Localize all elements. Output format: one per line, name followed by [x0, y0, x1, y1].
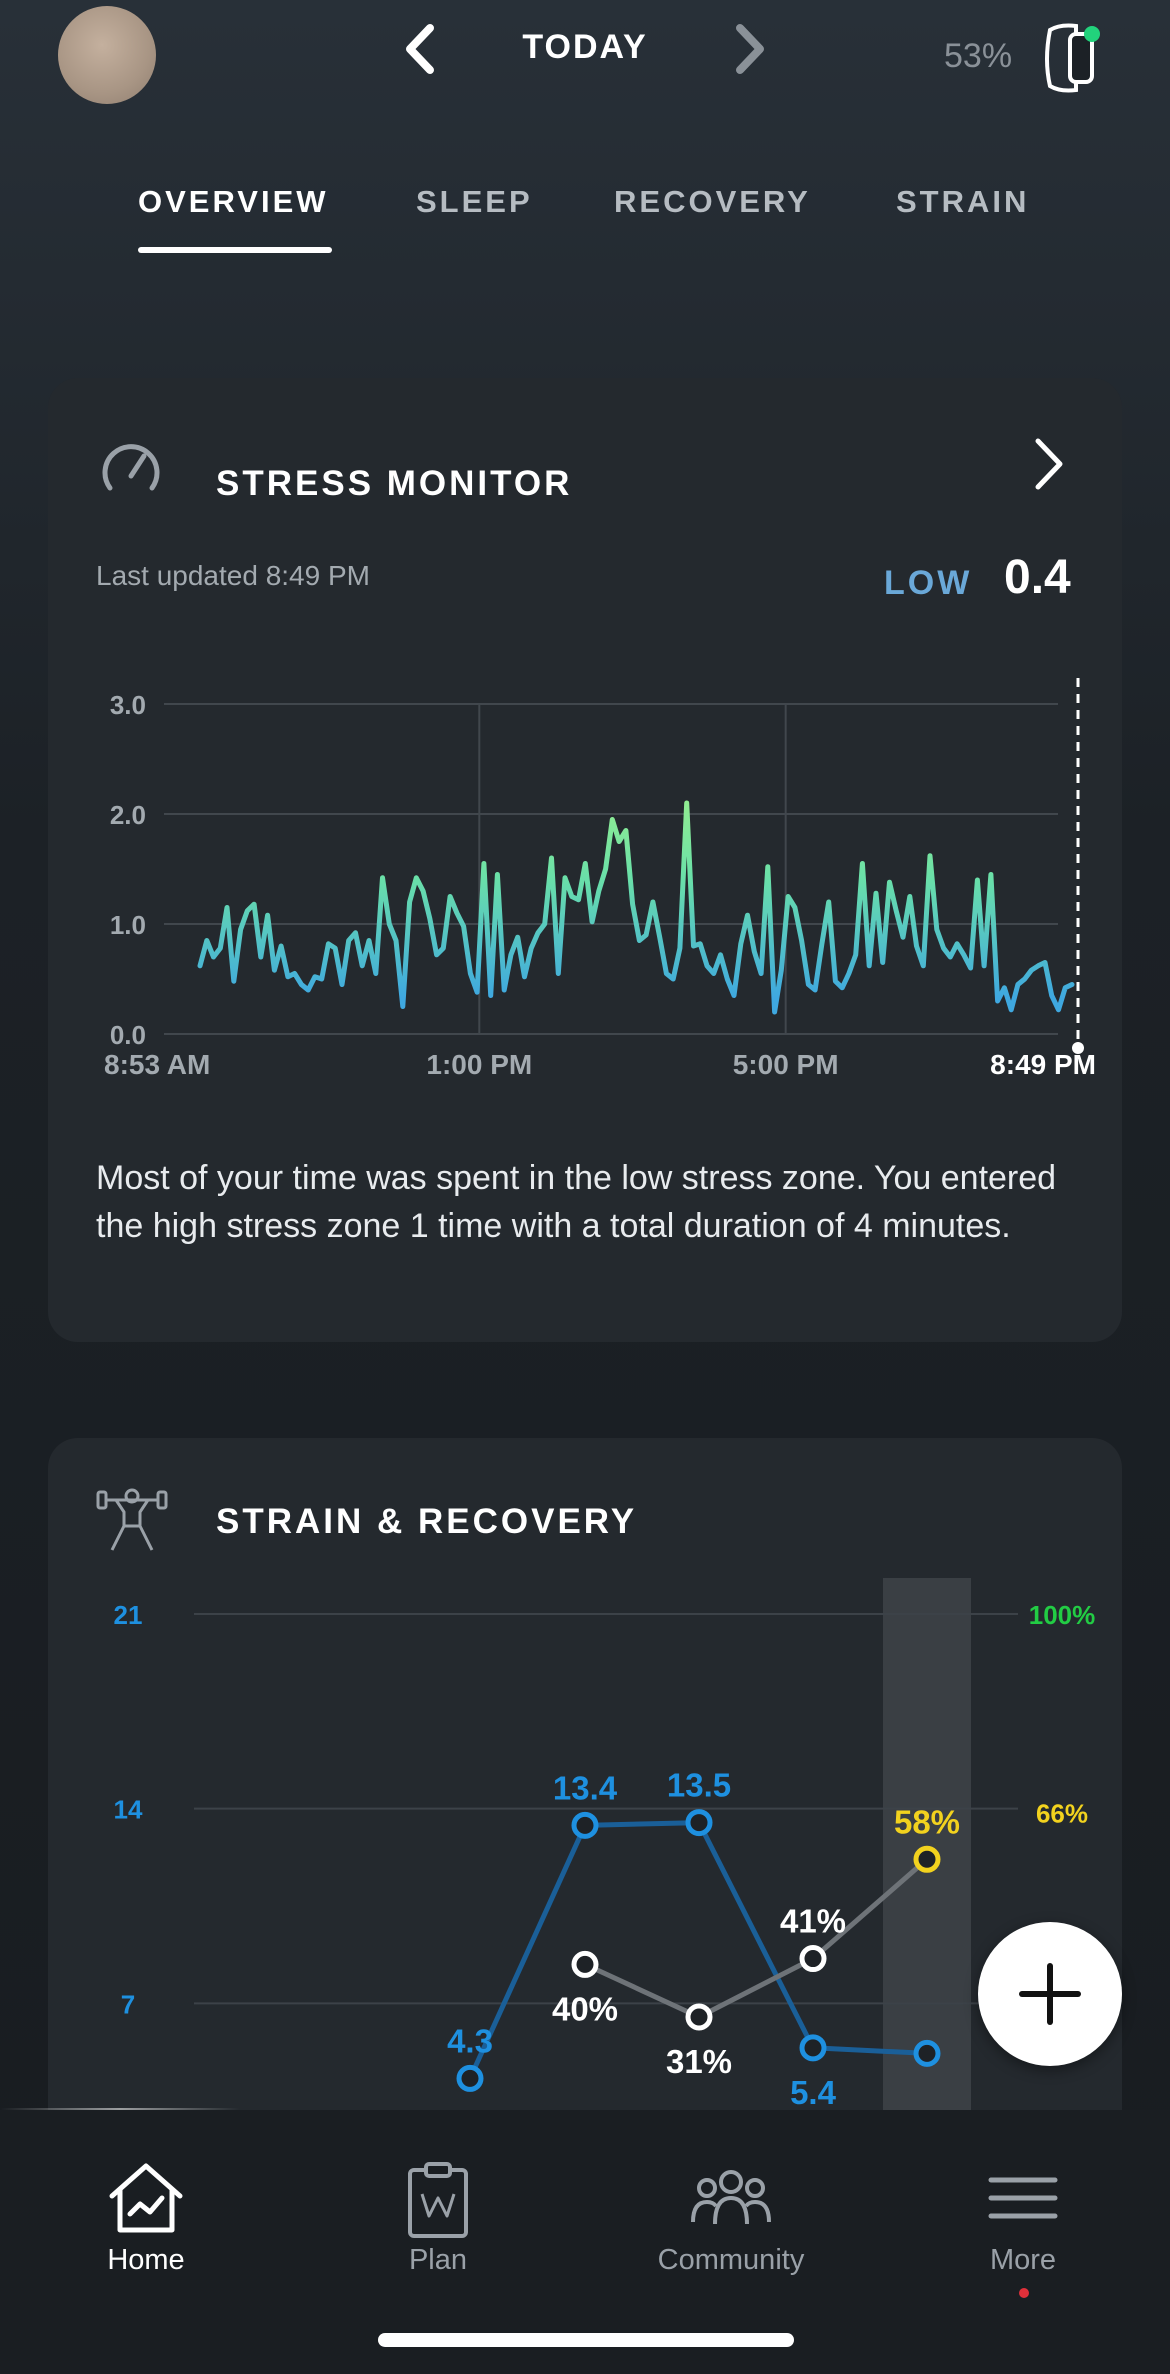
recovery-value-label: 31%	[666, 2043, 732, 2080]
tab-sleep[interactable]: SLEEP	[416, 184, 533, 219]
add-activity-button[interactable]	[978, 1922, 1122, 2066]
nav-more[interactable]: More	[923, 2110, 1123, 2298]
plus-icon	[1019, 1963, 1081, 2025]
strain-y-tick-label: 21	[114, 1600, 143, 1630]
chevron-left-icon	[406, 24, 434, 74]
nav-community-label: Community	[657, 2244, 805, 2276]
strap-battery-icon[interactable]	[1036, 20, 1104, 96]
gauge-icon	[98, 436, 164, 502]
tab-strain[interactable]: STRAIN	[896, 184, 1030, 219]
stress-line-chart: 3.0 2.0 1.0 0.0 8:53 AM 1:00 PM 5:00 PM 8:49 P…	[104, 678, 1096, 1080]
strain-value-label: 5.4	[790, 2074, 837, 2111]
strain-series-line	[467, 1820, 928, 2080]
nav-home-label: Home	[107, 2244, 185, 2276]
tab-recovery[interactable]: RECOVERY	[614, 184, 811, 219]
recovery-point	[685, 2003, 713, 2031]
strain-point	[685, 1809, 713, 1837]
strain-y-tick-label: 14	[114, 1795, 143, 1825]
stress-x-tick-label: 8:53 AM	[104, 1049, 210, 1080]
strain-point	[913, 2039, 941, 2067]
battery-percentage: 53%	[944, 37, 1013, 75]
recovery-y-tick-label: 100%	[1029, 1600, 1096, 1630]
date-label: TODAY	[522, 28, 648, 66]
strain-recovery-card[interactable]: STRAIN & RECOVERY 21 14 7 100% 66% 4.3 13.4 1…	[48, 1438, 1122, 2138]
recovery-value-label: 40%	[552, 1990, 618, 2027]
nav-more-label: More	[989, 2244, 1057, 2276]
tab-overview[interactable]: OVERVIEW	[138, 184, 329, 219]
recovery-point	[799, 1945, 827, 1973]
stress-series-line	[197, 800, 1075, 1015]
nav-plan[interactable]: Plan	[338, 2110, 538, 2276]
nav-divider	[0, 2108, 240, 2111]
recovery-value-label: 41%	[780, 1903, 846, 1940]
nav-community[interactable]: Community	[631, 2110, 831, 2276]
recovery-series-line	[583, 1857, 929, 2020]
stress-y-tick-label: 2.0	[110, 800, 146, 830]
strain-point	[571, 1811, 599, 1839]
stress-x-tick-label: 8:49 PM	[990, 1049, 1096, 1080]
strain-value-label: 13.4	[553, 1769, 618, 1806]
strain-point	[456, 2064, 484, 2092]
bottom-navigation: Home Plan Community More	[0, 2110, 1170, 2374]
clipboard-icon	[408, 2162, 468, 2238]
avatar[interactable]	[58, 6, 156, 104]
recovery-point	[913, 1845, 941, 1873]
menu-icon	[988, 2177, 1058, 2219]
previous-day-button[interactable]	[400, 22, 440, 76]
chevron-right-icon	[1035, 438, 1063, 490]
stress-x-tick-label: 1:00 PM	[426, 1049, 532, 1080]
recovery-value-label: 58%	[894, 1803, 960, 1840]
stress-summary-text: Most of your time was spent in the low s…	[96, 1159, 1057, 1245]
home-indicator	[378, 2333, 794, 2347]
strain-recovery-chart: 21 14 7 100% 66% 4.3 13.4 13.5 5.4 40% 31% 41% 58%	[114, 1578, 1096, 2138]
stress-level-label: LOW	[884, 564, 973, 602]
people-icon	[691, 2170, 771, 2225]
stress-monitor-title: STRESS MONITOR	[216, 464, 573, 503]
stress-y-tick-label: 0.0	[110, 1020, 146, 1050]
active-tab-indicator	[138, 247, 332, 253]
notification-badge	[1019, 2288, 1029, 2298]
recovery-y-tick-label: 66%	[1036, 1799, 1088, 1829]
stress-y-tick-label: 1.0	[110, 910, 146, 940]
nav-plan-label: Plan	[408, 2244, 468, 2276]
recovery-point	[571, 1950, 599, 1978]
last-updated-text: Last updated 8:49 PM	[96, 560, 370, 591]
next-day-button	[730, 22, 770, 76]
stress-x-tick-label: 5:00 PM	[733, 1049, 839, 1080]
strain-recovery-title: STRAIN & RECOVERY	[216, 1502, 638, 1541]
strain-value-label: 13.5	[667, 1767, 731, 1804]
nav-home[interactable]: Home	[46, 2110, 246, 2276]
stress-level-value: 0.4	[1004, 551, 1071, 604]
strain-value-label: 4.3	[447, 2022, 493, 2059]
chevron-right-icon	[736, 24, 764, 74]
strain-y-tick-label: 7	[121, 1989, 135, 2019]
open-stress-monitor-button[interactable]	[1026, 433, 1070, 495]
home-chart-icon	[109, 2163, 183, 2233]
stress-monitor-card[interactable]: STRESS MONITOR Last updated 8:49 PM LOW …	[48, 378, 1122, 1342]
stress-y-tick-label: 3.0	[110, 690, 146, 720]
current-time-dot	[1072, 1042, 1084, 1054]
strain-point	[799, 2034, 827, 2062]
weightlifter-icon	[94, 1478, 170, 1556]
